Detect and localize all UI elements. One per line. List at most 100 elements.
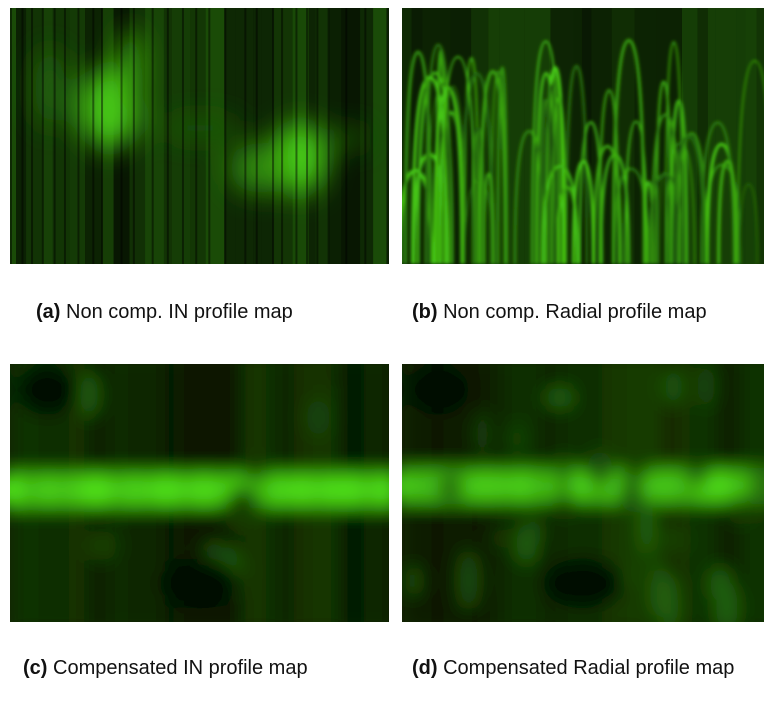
caption-text: Compensated Radial profile map xyxy=(443,657,734,679)
stripe-edge xyxy=(306,8,308,264)
spot xyxy=(225,491,250,534)
stripe-edge xyxy=(54,8,56,264)
blob xyxy=(35,48,65,128)
glow xyxy=(10,364,389,622)
spot xyxy=(491,528,512,548)
caption: (b) Non comp. Radial profile map xyxy=(412,299,771,325)
stripe-edge xyxy=(195,8,197,264)
spot xyxy=(545,387,574,408)
spot xyxy=(475,409,490,459)
spot xyxy=(459,550,478,610)
spot xyxy=(524,518,541,548)
band-spot xyxy=(654,472,684,500)
stripe-edge xyxy=(31,8,33,264)
figure-image xyxy=(402,364,764,622)
band-spot xyxy=(267,476,291,504)
spot xyxy=(690,465,706,488)
stripe-edge xyxy=(167,8,169,264)
caption-text: Non comp. Radial profile map xyxy=(443,301,706,323)
spot xyxy=(729,497,753,525)
dark xyxy=(543,558,623,608)
spot xyxy=(307,398,330,436)
stripe-edge xyxy=(92,8,94,264)
stripe xyxy=(145,8,164,264)
stripe-edge xyxy=(77,8,79,264)
stripe-edge xyxy=(224,8,226,264)
spot xyxy=(80,372,99,417)
caption-text: Compensated IN profile map xyxy=(53,657,308,679)
spot xyxy=(552,494,577,518)
stripe xyxy=(261,8,273,264)
caption-label: (d) xyxy=(412,657,438,679)
figure-image xyxy=(10,364,389,622)
band-spot xyxy=(186,476,222,504)
caption: (d) Compensated Radial profile map xyxy=(412,655,766,681)
stripe-edge xyxy=(21,8,23,264)
blob xyxy=(160,118,240,138)
stripe xyxy=(26,8,42,264)
band-spot xyxy=(291,476,316,504)
stripe-edge xyxy=(256,8,258,264)
stripe xyxy=(16,8,26,264)
spot xyxy=(620,475,643,512)
stripe xyxy=(69,8,85,264)
band-spot xyxy=(702,472,734,500)
spot xyxy=(659,526,688,553)
band-spot xyxy=(505,472,538,500)
stripe-edge xyxy=(121,8,123,264)
stripe xyxy=(745,8,757,264)
stripe-edge xyxy=(64,8,66,264)
stripe-edge xyxy=(182,8,184,264)
stripe-edge xyxy=(272,8,274,264)
spot xyxy=(588,450,612,486)
caption-text: Non comp. IN profile map xyxy=(66,301,293,323)
spot xyxy=(437,477,459,498)
dark xyxy=(160,558,240,608)
stripe-edge xyxy=(364,8,366,264)
spot xyxy=(89,530,116,562)
glow xyxy=(402,364,764,622)
dark xyxy=(18,365,78,415)
band-spot xyxy=(117,476,150,504)
spot xyxy=(710,567,730,601)
caption: (c) Compensated IN profile map xyxy=(23,655,383,681)
band-spot xyxy=(334,476,366,504)
spot xyxy=(405,566,419,596)
stripe-edge xyxy=(295,8,297,264)
stripe xyxy=(757,8,764,264)
stripe-edge xyxy=(244,8,246,264)
caption: (a) Non comp. IN profile map xyxy=(36,299,396,325)
spot xyxy=(624,457,649,479)
band-spot xyxy=(78,476,115,504)
band-spot xyxy=(148,476,185,504)
caption-label: (b) xyxy=(412,301,438,323)
band-spot xyxy=(34,476,59,504)
caption-label: (c) xyxy=(23,657,47,679)
stripe-edge xyxy=(371,8,373,264)
stripe xyxy=(386,8,389,264)
dark xyxy=(408,365,468,415)
spot xyxy=(618,522,633,578)
figure-image xyxy=(402,8,764,264)
stripe-edge xyxy=(328,8,330,264)
stripe-edge xyxy=(345,8,347,264)
caption-label: (a) xyxy=(36,301,60,323)
stripe-edge xyxy=(208,8,210,264)
spot xyxy=(557,454,570,497)
band-spot xyxy=(478,472,507,500)
spot xyxy=(697,364,715,408)
spot xyxy=(245,446,264,482)
stripe-edge xyxy=(281,8,283,264)
spot xyxy=(664,369,682,405)
spot xyxy=(639,498,654,555)
figure-image xyxy=(10,8,389,264)
blob xyxy=(230,143,290,193)
stripe-edge xyxy=(10,8,12,264)
stripe-edge xyxy=(101,8,103,264)
spot xyxy=(510,421,523,456)
blob xyxy=(330,128,370,148)
stripe-edge xyxy=(152,8,154,264)
page: (a) Non comp. IN profile map (b) Non com… xyxy=(0,0,771,708)
stripe-edge xyxy=(42,8,44,264)
stripe-edge xyxy=(133,8,135,264)
